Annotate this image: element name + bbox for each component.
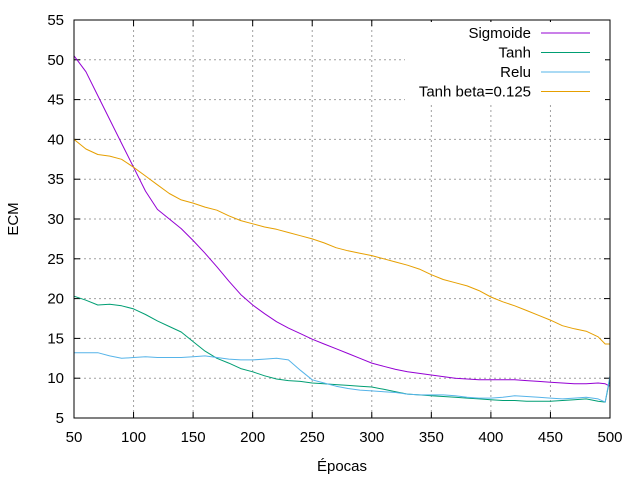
- y-tick-label: 40: [47, 131, 64, 148]
- y-tick-label: 5: [56, 410, 64, 427]
- y-tick-label: 50: [47, 52, 64, 69]
- x-tick-label: 50: [66, 429, 83, 446]
- x-tick-label: 400: [478, 429, 503, 446]
- legend-label: Tanh: [498, 45, 531, 62]
- y-tick-label: 30: [47, 211, 64, 228]
- series-line: [73, 139, 610, 345]
- y-tick-label: 20: [47, 291, 64, 308]
- x-tick-label: 250: [300, 429, 325, 446]
- x-tick-label: 200: [240, 429, 265, 446]
- x-axis-title: Épocas: [317, 458, 367, 475]
- legend: Sigmoide Tanh Relu Tanh beta=0.125: [405, 22, 605, 104]
- x-tick-label: 100: [121, 429, 146, 446]
- legend-label: Sigmoide: [468, 25, 531, 42]
- y-tick-label: 45: [47, 92, 64, 109]
- legend-label: Relu: [500, 64, 531, 81]
- legend-label: Tanh beta=0.125: [419, 84, 531, 101]
- axis-ticks: 50 100 150 200 250 300 350 400 450 500 5 10 15 20 25 30…: [47, 12, 622, 446]
- legend-background: [405, 22, 605, 104]
- y-tick-label: 15: [47, 330, 64, 347]
- y-tick-label: 55: [47, 12, 64, 29]
- series-group: [73, 55, 611, 403]
- x-tick-label: 300: [359, 429, 384, 446]
- y-tick-label: 35: [47, 171, 64, 188]
- y-tick-label: 10: [47, 370, 64, 387]
- plot-frame: [73, 19, 611, 419]
- x-tick-label: 150: [181, 429, 206, 446]
- y-axis-title: ECM: [5, 202, 22, 235]
- series-line: [73, 295, 611, 403]
- x-tick-label: 350: [419, 429, 444, 446]
- series-line: [74, 352, 611, 403]
- x-tick-label: 450: [538, 429, 563, 446]
- x-tick-label: 500: [597, 429, 622, 446]
- y-tick-label: 25: [47, 251, 64, 268]
- series-line: [73, 55, 611, 387]
